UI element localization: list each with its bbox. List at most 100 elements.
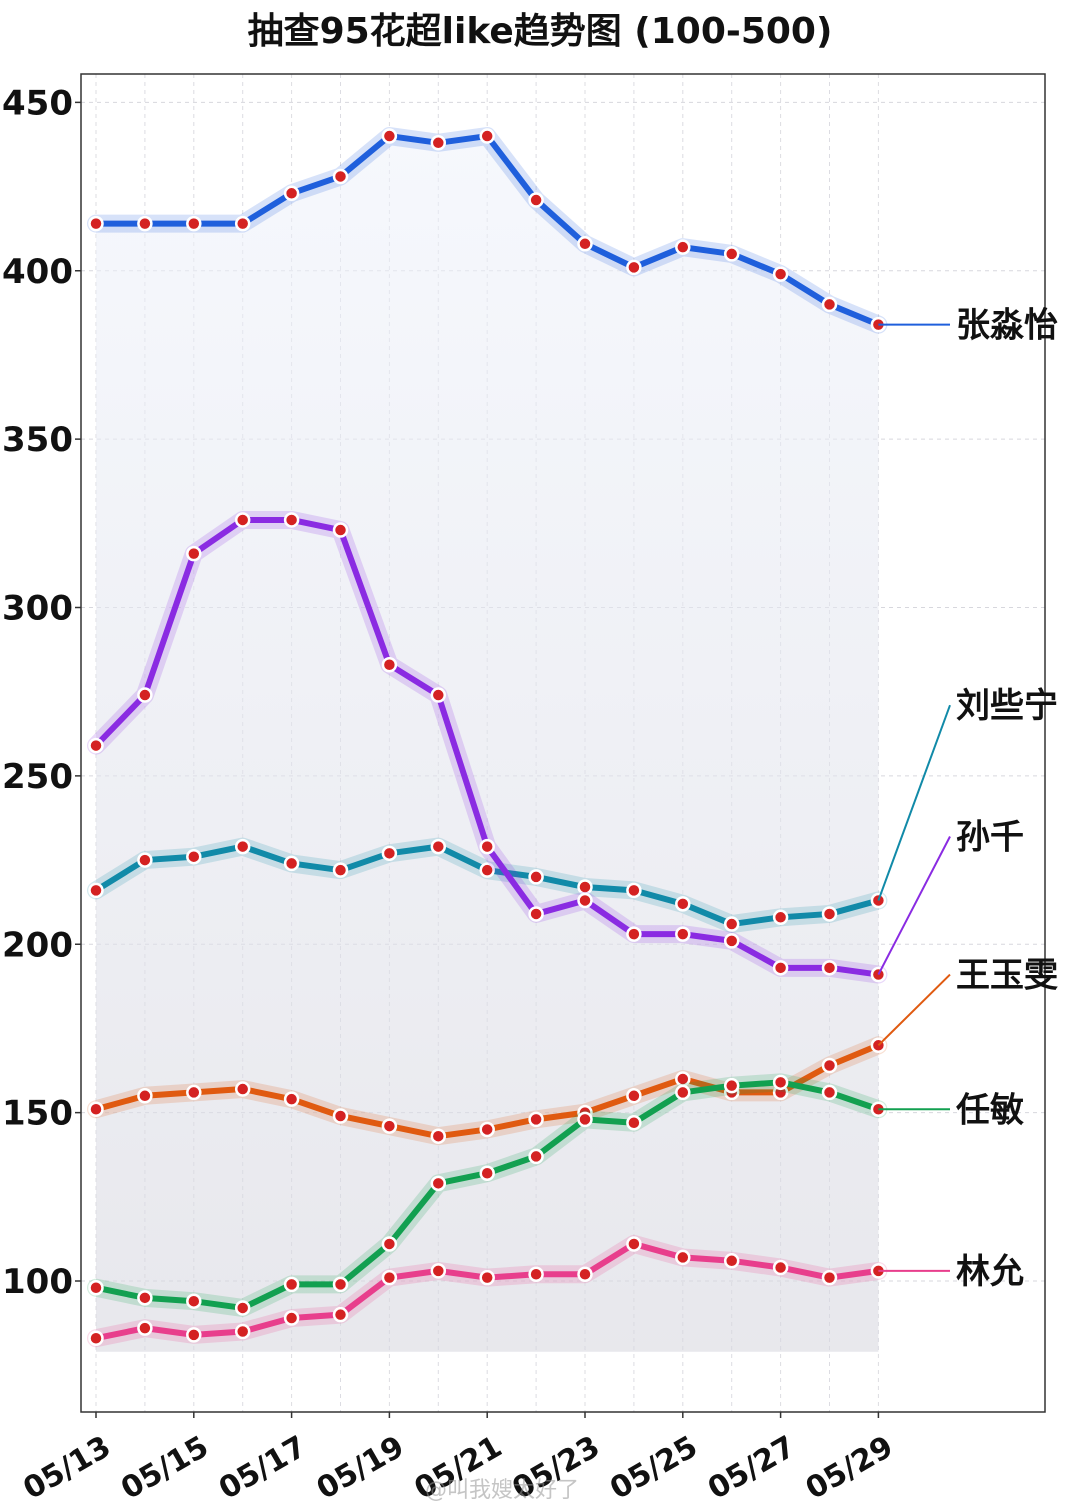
data-point <box>430 135 447 151</box>
y-tick-label: 250 <box>2 757 73 797</box>
data-point <box>88 1330 104 1346</box>
data-point <box>186 1327 202 1343</box>
data-point <box>283 512 300 528</box>
series-label: 孙千 <box>956 817 1024 857</box>
data-point <box>821 1084 838 1101</box>
data-point <box>723 1253 740 1269</box>
label-leader <box>877 704 951 901</box>
data-point <box>626 882 642 899</box>
data-point <box>332 168 349 185</box>
data-point <box>772 1074 789 1091</box>
series-label: 张淼怡 <box>956 306 1058 346</box>
data-point <box>186 545 202 562</box>
data-point <box>186 215 202 232</box>
data-point <box>234 215 251 232</box>
data-point <box>772 960 789 976</box>
series-label: 刘些宁 <box>956 686 1058 726</box>
series-label: 林允 <box>956 1252 1024 1292</box>
data-point <box>626 1236 642 1252</box>
y-tick-label: 200 <box>2 925 73 965</box>
data-point <box>577 1111 593 1128</box>
data-point <box>479 1121 495 1138</box>
data-point <box>528 1266 544 1283</box>
data-point <box>381 1269 398 1286</box>
data-point <box>430 687 447 703</box>
data-point <box>528 906 544 922</box>
data-point <box>332 522 349 538</box>
data-point <box>88 1101 104 1118</box>
data-point <box>723 916 740 932</box>
data-point <box>723 246 740 262</box>
y-tick-label: 100 <box>2 1262 73 1302</box>
data-point <box>234 838 251 855</box>
data-point <box>137 852 153 868</box>
data-point <box>479 862 495 878</box>
data-point <box>430 1128 447 1144</box>
data-point <box>186 1084 202 1101</box>
plot-frame <box>80 73 1046 1413</box>
data-point <box>821 1269 838 1286</box>
data-point <box>186 848 202 865</box>
data-point <box>381 656 398 673</box>
data-point <box>88 1279 104 1296</box>
data-point <box>88 215 104 232</box>
data-point <box>88 882 104 899</box>
data-point <box>626 1114 642 1131</box>
data-point <box>528 1148 544 1165</box>
data-point <box>675 926 691 942</box>
data-point <box>626 1088 642 1104</box>
data-point <box>772 909 789 926</box>
y-tick-label: 450 <box>2 83 73 123</box>
y-tick-label: 150 <box>2 1094 73 1134</box>
data-point <box>479 128 495 144</box>
data-point <box>332 862 349 878</box>
label-leader <box>877 973 951 1046</box>
data-point <box>626 259 642 276</box>
x-tick-label: 05/17 <box>213 1429 312 1507</box>
data-point <box>479 1269 495 1286</box>
data-point <box>528 1111 544 1128</box>
data-point <box>137 1320 153 1336</box>
data-point <box>381 1236 398 1252</box>
x-tick-label: 05/27 <box>702 1429 801 1507</box>
data-point <box>430 1175 447 1192</box>
data-point <box>234 512 251 528</box>
data-point <box>528 192 544 208</box>
x-tick-label: 05/29 <box>800 1429 899 1507</box>
y-tick-label: 400 <box>2 252 73 292</box>
area-shade <box>96 136 879 1352</box>
data-point <box>821 960 838 976</box>
data-point <box>675 896 691 912</box>
data-point <box>577 892 593 909</box>
data-point <box>821 906 838 922</box>
data-point <box>479 1165 495 1181</box>
data-point <box>772 266 789 282</box>
data-point <box>430 838 447 855</box>
data-point <box>675 1249 691 1266</box>
data-point <box>821 1057 838 1074</box>
data-point <box>381 1118 398 1134</box>
series-label: 王玉雯 <box>956 956 1058 996</box>
data-point <box>137 1290 153 1306</box>
data-point <box>137 215 153 232</box>
data-point <box>283 1091 300 1107</box>
data-point <box>821 296 838 313</box>
data-point <box>723 1077 740 1094</box>
chart-title: 抽查95花超like趋势图 (100-500) <box>247 11 833 52</box>
data-point <box>137 687 153 703</box>
data-point <box>381 128 398 144</box>
data-point <box>479 838 495 855</box>
data-point <box>234 1081 251 1097</box>
data-point <box>332 1108 349 1124</box>
data-point <box>626 926 642 942</box>
data-point <box>675 239 691 255</box>
data-point <box>381 845 398 862</box>
data-point <box>137 1088 153 1104</box>
data-point <box>283 1276 300 1293</box>
x-tick-label: 05/25 <box>604 1429 703 1507</box>
data-point <box>332 1306 349 1323</box>
data-point <box>723 933 740 949</box>
data-point <box>186 1293 202 1309</box>
x-tick-label: 05/13 <box>17 1429 116 1507</box>
